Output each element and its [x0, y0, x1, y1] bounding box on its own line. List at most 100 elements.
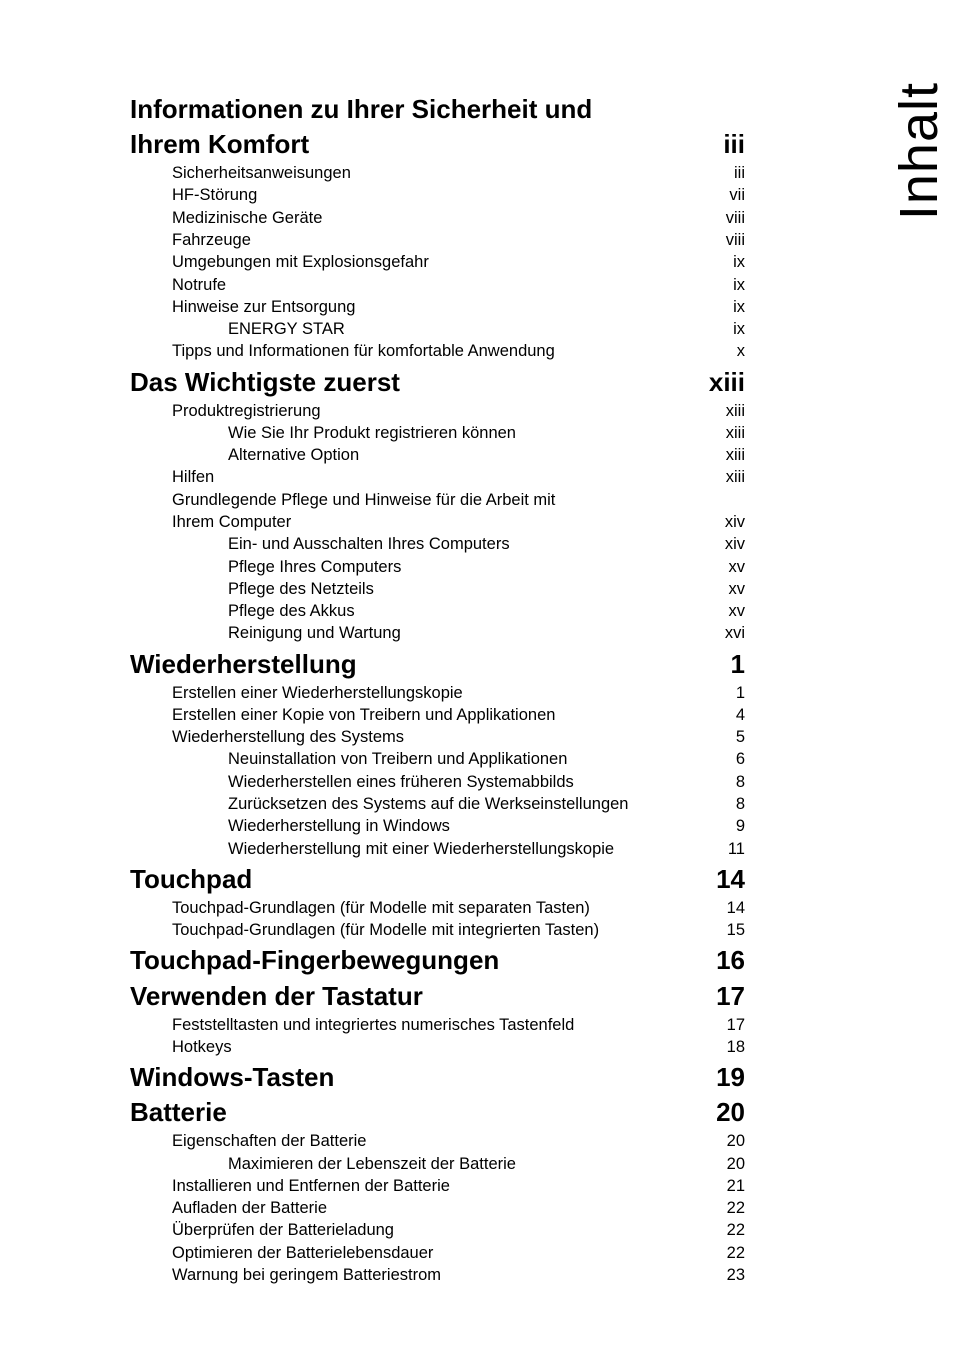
toc-label: Aufladen der Batterie	[172, 1197, 727, 1219]
toc-page-number: 22	[727, 1219, 745, 1241]
toc-row: Ihrem Komfortiii	[130, 127, 745, 162]
toc-label: Wie Sie Ihr Produkt registrieren können	[228, 422, 726, 444]
toc-label: Überprüfen der Batterieladung	[172, 1219, 727, 1241]
toc-page-number: x	[737, 340, 745, 362]
toc-label: Hilfen	[172, 466, 726, 488]
toc-page-number: xiii	[726, 422, 745, 444]
toc-row: Warnung bei geringem Batteriestrom23	[130, 1264, 745, 1286]
toc-row: Ein- und Ausschalten Ihres Computersxiv	[130, 533, 745, 555]
toc-row: Wiederherstellung des Systems5	[130, 726, 745, 748]
toc-label: Tipps und Informationen für komfortable …	[172, 340, 737, 362]
toc-page-number: xiv	[725, 533, 745, 555]
toc-label: Optimieren der Batterielebensdauer	[172, 1242, 727, 1264]
toc-row: Wiederherstellung in Windows9	[130, 815, 745, 837]
toc-label: Touchpad	[130, 862, 716, 897]
toc-label: Erstellen einer Kopie von Treibern und A…	[172, 704, 736, 726]
toc-label: Ein- und Ausschalten Ihres Computers	[228, 533, 725, 555]
toc-label: Hotkeys	[172, 1036, 727, 1058]
toc-page-number: 11	[728, 838, 745, 860]
toc-row: Aufladen der Batterie22	[130, 1197, 745, 1219]
toc-row: Alternative Optionxiii	[130, 444, 745, 466]
toc-label: Wiederherstellung in Windows	[228, 815, 736, 837]
toc-page-number: 4	[736, 704, 745, 726]
toc-row: HF-Störungvii	[130, 184, 745, 206]
toc-label: Ihrem Komfort	[130, 127, 723, 162]
toc-row: Hinweise zur Entsorgungix	[130, 296, 745, 318]
toc-row: Neuinstallation von Treibern und Applika…	[130, 748, 745, 770]
toc-page-number: 14	[727, 897, 745, 919]
toc-row: Wiederherstellen eines früheren Systemab…	[130, 771, 745, 793]
toc-label: Touchpad-Grundlagen (für Modelle mit int…	[172, 919, 727, 941]
toc-label: Feststelltasten und integriertes numeris…	[172, 1014, 727, 1036]
toc-page-number: xiv	[725, 511, 745, 533]
toc-page-number: 17	[727, 1014, 745, 1036]
toc-label: Windows-Tasten	[130, 1060, 716, 1095]
toc-page-number: xiii	[726, 444, 745, 466]
toc-row: Installieren und Entfernen der Batterie2…	[130, 1175, 745, 1197]
toc-row: Verwenden der Tastatur17	[130, 979, 745, 1014]
toc-label: Ihrem Computer	[172, 511, 725, 533]
toc-label: Pflege des Netzteils	[228, 578, 729, 600]
toc-row: Optimieren der Batterielebensdauer22	[130, 1242, 745, 1264]
toc-label: Wiederherstellen eines früheren Systemab…	[228, 771, 736, 793]
toc-row: Pflege des Netzteilsxv	[130, 578, 745, 600]
toc-row: Touchpad-Grundlagen (für Modelle mit int…	[130, 919, 745, 941]
toc-page-number: 21	[727, 1175, 745, 1197]
toc-label: ENERGY STAR	[228, 318, 733, 340]
toc-label: HF-Störung	[172, 184, 729, 206]
toc-page-number: 8	[736, 771, 745, 793]
toc-page-number: 1	[736, 682, 745, 704]
toc-row: Sicherheitsanweisungeniii	[130, 162, 745, 184]
toc-page-number: 16	[716, 943, 745, 978]
toc-label: Touchpad-Fingerbewegungen	[130, 943, 716, 978]
toc-row: Pflege des Akkusxv	[130, 600, 745, 622]
toc-label: Fahrzeuge	[172, 229, 726, 251]
toc-page-number: xiii	[726, 400, 745, 422]
toc-row: Hilfenxiii	[130, 466, 745, 488]
table-of-contents: Informationen zu Ihrer Sicherheit undIhr…	[130, 92, 745, 1286]
toc-label: Touchpad-Grundlagen (für Modelle mit sep…	[172, 897, 727, 919]
side-title: Inhalt	[888, 82, 950, 220]
toc-row: Wiederherstellung1	[130, 647, 745, 682]
toc-page-number: 20	[727, 1153, 745, 1175]
toc-page-number: 19	[716, 1060, 745, 1095]
toc-label: Hinweise zur Entsorgung	[172, 296, 733, 318]
toc-row: Produktregistrierungxiii	[130, 400, 745, 422]
toc-page-number: vii	[729, 184, 745, 206]
toc-page-number: xv	[729, 556, 746, 578]
toc-page-number: 20	[716, 1095, 745, 1130]
toc-label: Verwenden der Tastatur	[130, 979, 716, 1014]
toc-page-number: ix	[733, 251, 745, 273]
toc-row: Informationen zu Ihrer Sicherheit und	[130, 92, 745, 127]
toc-label: Notrufe	[172, 274, 733, 296]
toc-row: Zurücksetzen des Systems auf die Werksei…	[130, 793, 745, 815]
toc-row: Ihrem Computerxiv	[130, 511, 745, 533]
toc-label: Das Wichtigste zuerst	[130, 365, 709, 400]
toc-page-number: 1	[731, 647, 745, 682]
toc-page-number: 23	[727, 1264, 745, 1286]
toc-row: Pflege Ihres Computersxv	[130, 556, 745, 578]
toc-row: Batterie20	[130, 1095, 745, 1130]
toc-page-number: 22	[727, 1197, 745, 1219]
toc-row: ENERGY STARix	[130, 318, 745, 340]
toc-row: Das Wichtigste zuerstxiii	[130, 365, 745, 400]
toc-row: Reinigung und Wartungxvi	[130, 622, 745, 644]
toc-label: Wiederherstellung mit einer Wiederherste…	[228, 838, 728, 860]
toc-page-number: 22	[727, 1242, 745, 1264]
toc-row: Touchpad-Fingerbewegungen16	[130, 943, 745, 978]
toc-page-number: 5	[736, 726, 745, 748]
toc-row: Feststelltasten und integriertes numeris…	[130, 1014, 745, 1036]
toc-page-number: xv	[729, 578, 746, 600]
toc-row: Überprüfen der Batterieladung22	[130, 1219, 745, 1241]
toc-page-number: 18	[727, 1036, 745, 1058]
toc-label: Umgebungen mit Explosionsgefahr	[172, 251, 733, 273]
toc-row: Wiederherstellung mit einer Wiederherste…	[130, 838, 745, 860]
toc-row: Eigenschaften der Batterie20	[130, 1130, 745, 1152]
toc-label: Batterie	[130, 1095, 716, 1130]
toc-page-number: 9	[736, 815, 745, 837]
toc-row: Fahrzeugeviii	[130, 229, 745, 251]
toc-row: Erstellen einer Wiederherstellungskopie1	[130, 682, 745, 704]
toc-page-number: xvi	[725, 622, 745, 644]
toc-label: Pflege Ihres Computers	[228, 556, 729, 578]
toc-label: Neuinstallation von Treibern und Applika…	[228, 748, 736, 770]
